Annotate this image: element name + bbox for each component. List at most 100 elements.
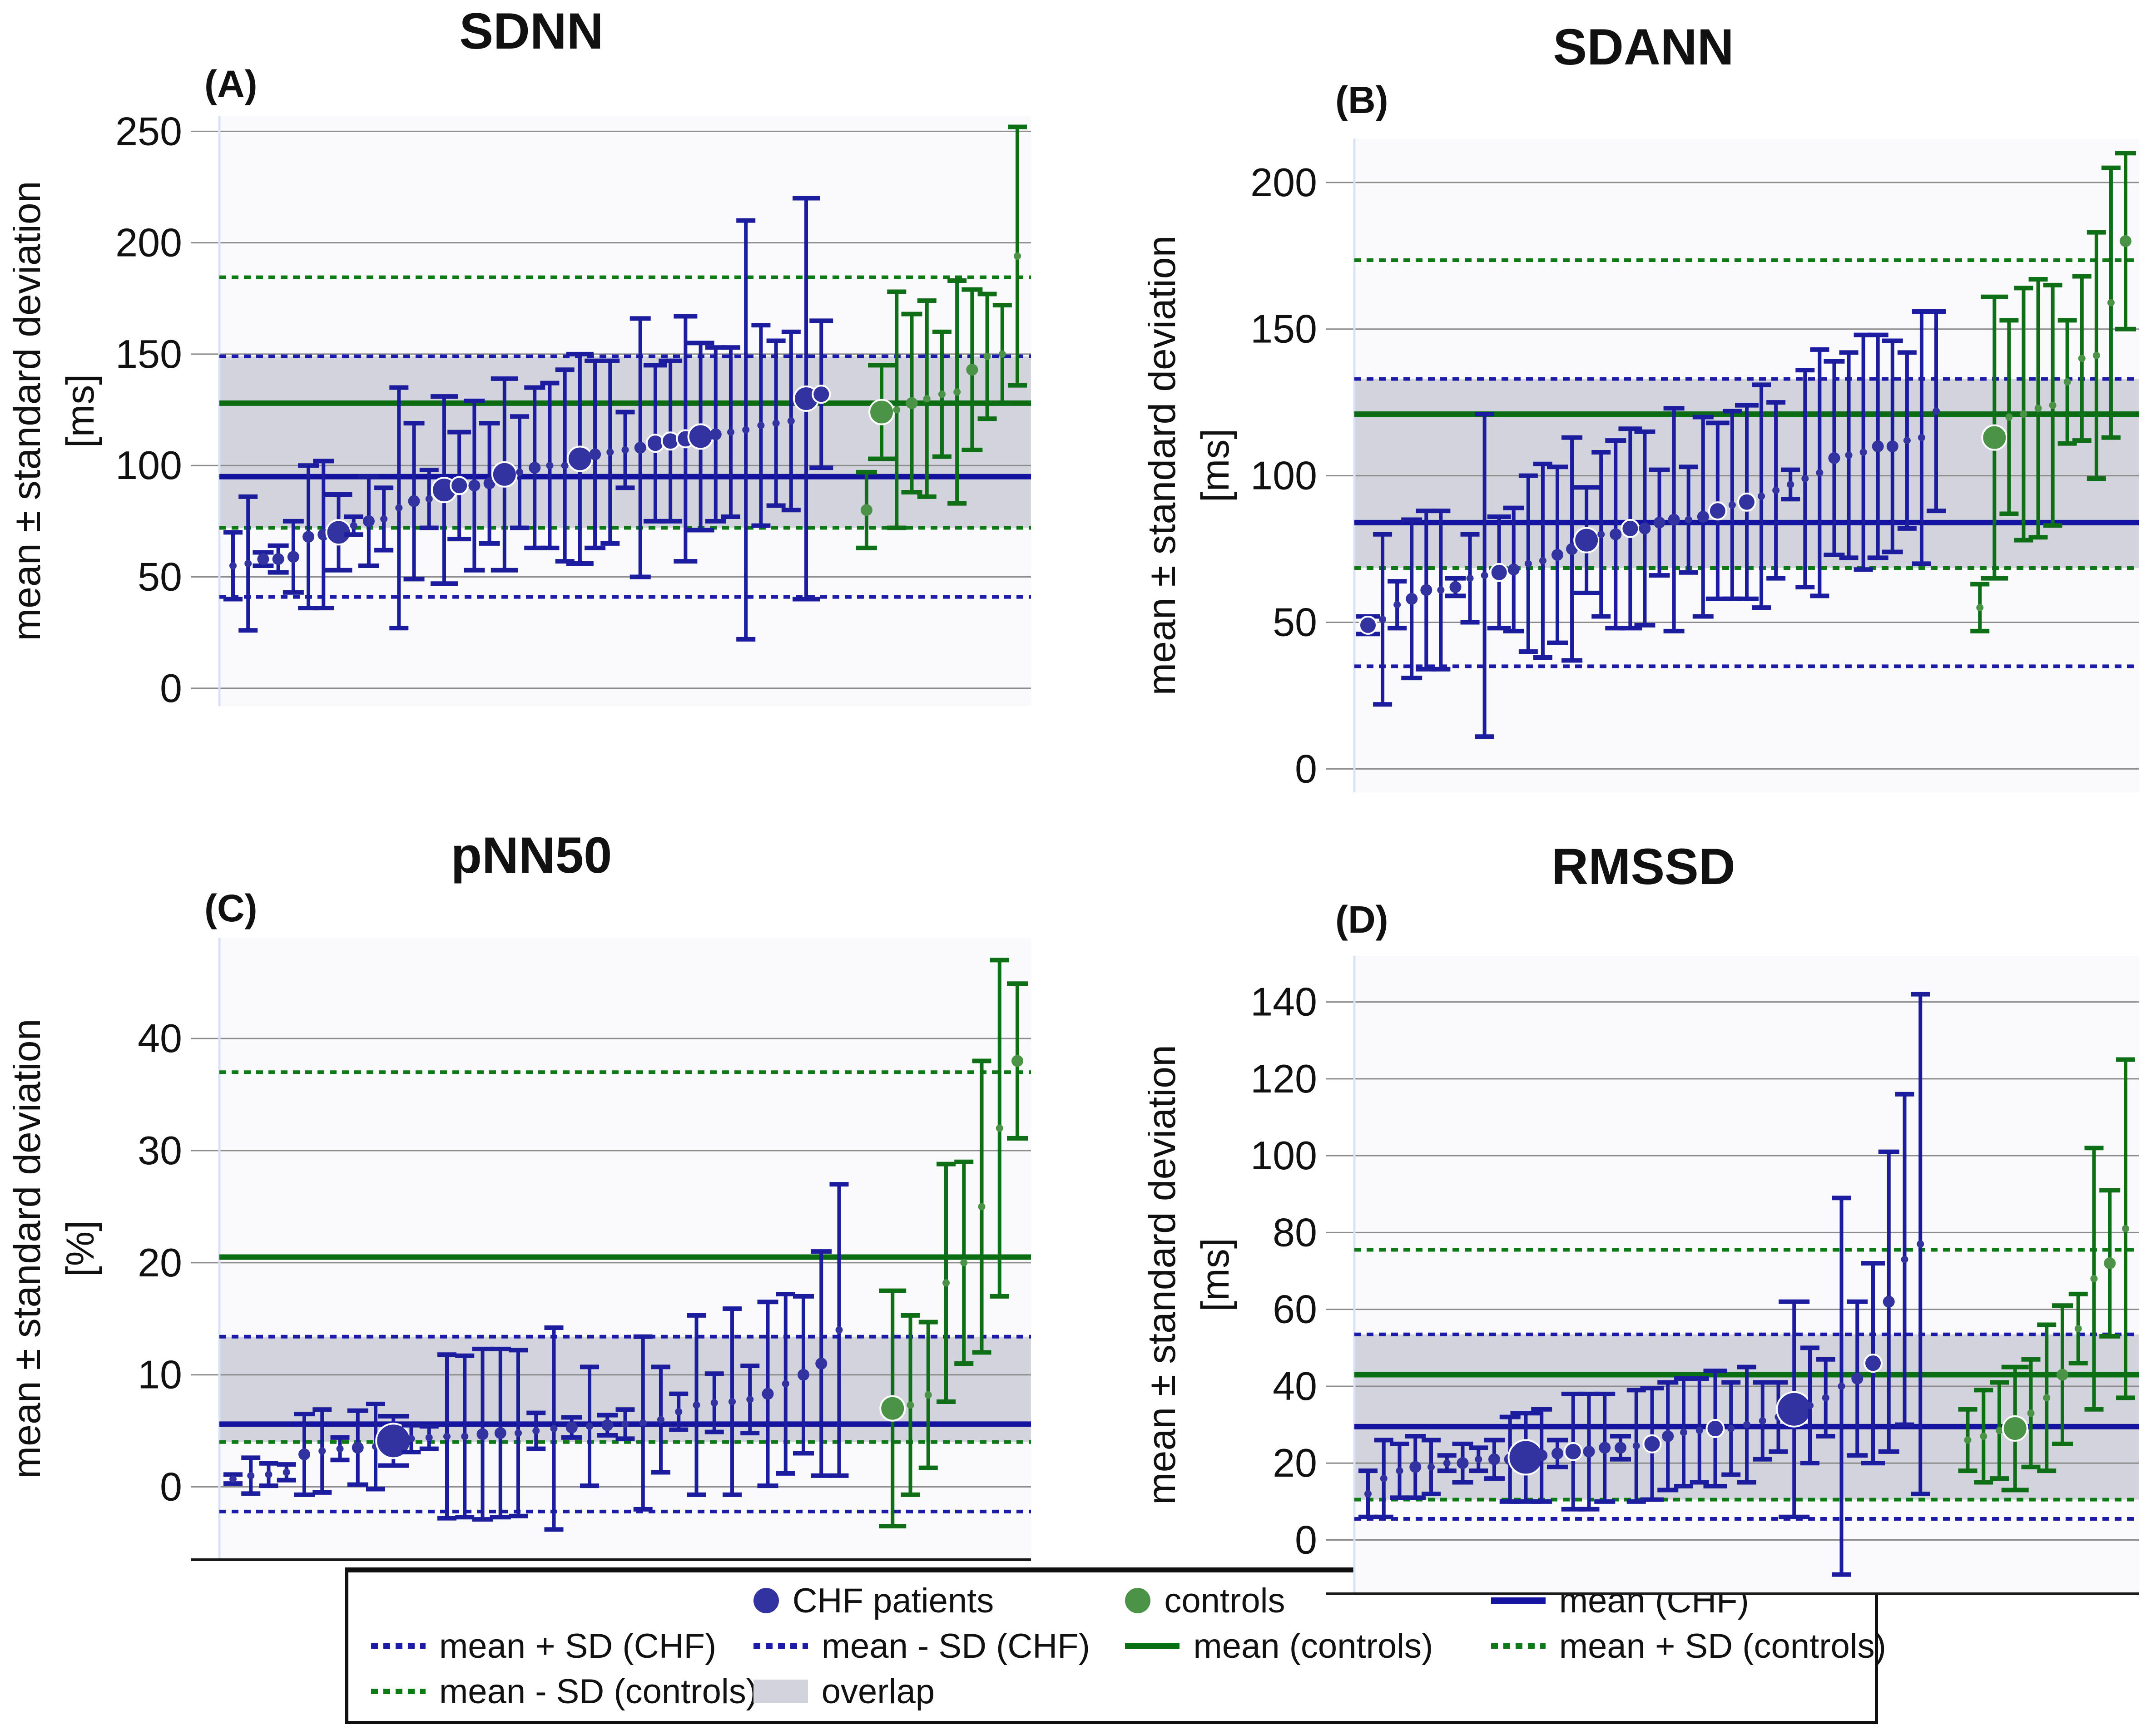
chf-point — [1406, 593, 1418, 605]
chf-point — [1507, 563, 1520, 576]
chf-point — [352, 1442, 364, 1454]
chf-point — [634, 441, 646, 454]
chf-point — [1828, 452, 1840, 464]
control-point — [1976, 604, 1984, 612]
chf-point — [1427, 1463, 1435, 1471]
control-point — [996, 1124, 1003, 1132]
mean-chf-line-icon — [1491, 1597, 1546, 1604]
chf-point — [1801, 475, 1809, 483]
y-tick-label: 140 — [1250, 979, 1317, 1024]
control-point — [2090, 1275, 2098, 1282]
chf-point — [1488, 1453, 1500, 1465]
chf-point — [1524, 560, 1532, 568]
chf-point — [1705, 1419, 1725, 1438]
chf-point — [302, 531, 315, 543]
chf-point — [1695, 1427, 1703, 1434]
control-point — [1996, 1427, 2003, 1434]
chf-point — [257, 553, 269, 565]
chf-point — [798, 1369, 809, 1381]
chf-point — [1639, 522, 1651, 534]
control-point — [924, 1391, 932, 1399]
y-axis-label: mean ± standard deviation — [1148, 1045, 1184, 1505]
chf-point — [1437, 586, 1445, 594]
legend-label-controls: controls — [1164, 1581, 1285, 1620]
y-tick-label: 50 — [138, 554, 182, 599]
chf-point — [1759, 1417, 1766, 1425]
control-point — [2005, 413, 2013, 421]
chf-point — [727, 428, 734, 436]
panel-tag-d: (D) — [1335, 898, 1388, 941]
mean-plus-sd-controls-line-icon — [1491, 1643, 1546, 1649]
chf-point — [742, 426, 750, 434]
chf-point — [746, 1396, 754, 1404]
panel-sdann: SDANN (B) 0 50 100 150 200 mean ± standard de… — [1063, 0, 2156, 804]
control-point — [893, 406, 901, 414]
chf-point — [229, 562, 237, 569]
chf-point — [265, 1471, 273, 1478]
chf-point — [1551, 1448, 1563, 1460]
y-tick-label: 30 — [138, 1128, 182, 1173]
y-tick-label: 100 — [1250, 1133, 1317, 1178]
control-point — [1011, 1055, 1023, 1067]
chf-point — [318, 1447, 326, 1455]
chf-point — [1364, 1490, 1372, 1498]
control-point — [2092, 351, 2100, 359]
overlap-patch-icon — [753, 1680, 808, 1703]
chf-point — [1728, 501, 1736, 509]
panel-title-rmssd: RMSSD — [1551, 838, 1735, 895]
control-point — [906, 397, 918, 409]
chf-point — [476, 1428, 489, 1440]
legend-item-mean-controls: mean (controls) — [1125, 1626, 1491, 1666]
chf-point — [515, 1429, 522, 1437]
chf-point — [516, 468, 524, 476]
legend-item-mean-plus-sd-controls: mean + SD (controls) — [1491, 1626, 1886, 1666]
chf-point — [1697, 511, 1709, 523]
chf-point — [1668, 514, 1680, 526]
y-tick-label: 200 — [115, 220, 182, 265]
y-tick-label: 40 — [138, 1016, 182, 1061]
y-tick-label: 0 — [1295, 1517, 1317, 1562]
control-point — [2122, 1225, 2129, 1232]
chf-point — [283, 1468, 290, 1476]
chf-point — [380, 515, 388, 523]
chf-point — [1615, 1442, 1626, 1454]
chf-point — [1737, 492, 1756, 512]
chf-point — [1610, 528, 1622, 540]
control-point — [923, 395, 931, 403]
chf-point — [762, 1388, 774, 1400]
chf-point — [1420, 584, 1432, 596]
y-axis-label: mean ± standard deviation — [1148, 236, 1184, 696]
control-point — [1964, 1436, 1972, 1444]
chf-point — [1758, 492, 1765, 500]
control-point — [2063, 378, 2071, 386]
chf-point — [272, 553, 284, 565]
chf-point — [1662, 1430, 1674, 1442]
chf-point — [566, 445, 593, 472]
legend-label-overlap: overlap — [821, 1672, 935, 1711]
panel-tag-c: (C) — [204, 887, 258, 929]
chf-point — [550, 1425, 558, 1433]
chf-point — [1642, 1434, 1662, 1453]
control-point — [983, 352, 991, 360]
chf-point — [1597, 530, 1605, 538]
chf-point — [425, 495, 433, 503]
control-point — [2078, 355, 2086, 362]
chf-point — [1489, 563, 1509, 582]
chf-point — [782, 1380, 789, 1388]
chf-point — [1653, 516, 1665, 529]
chf-point — [336, 1445, 344, 1453]
chf-point — [657, 1416, 664, 1424]
chf-point — [1449, 581, 1462, 593]
chf-point — [621, 446, 629, 454]
chf-point — [529, 462, 541, 474]
control-point — [2049, 401, 2057, 409]
control-point — [942, 1279, 950, 1287]
chf-point — [450, 476, 469, 495]
control-point — [978, 1203, 986, 1211]
chf-point — [772, 419, 780, 427]
chf-point — [298, 1448, 310, 1460]
sdnn-plot: 0 50 100 150 200 250 mean ± standard deviation… — [13, 109, 1031, 711]
legend-label-mean-plus-sd-controls: mean + SD (controls) — [1559, 1626, 1886, 1666]
chf-point — [247, 1472, 255, 1479]
